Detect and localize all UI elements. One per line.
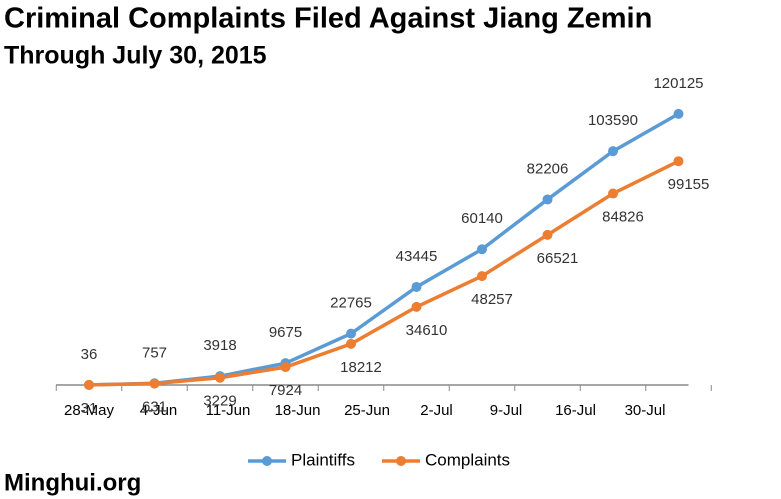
marker — [215, 372, 225, 383]
data-label: 3918 — [203, 337, 236, 354]
marker — [411, 301, 422, 312]
marker — [542, 229, 553, 240]
data-label: 84826 — [602, 209, 644, 226]
marker — [149, 378, 160, 389]
series-line — [88, 112, 680, 387]
data-label: 36 — [81, 346, 98, 363]
legend-label: Complaints — [425, 450, 510, 469]
data-label: 631 — [142, 399, 167, 416]
legend-marker — [262, 456, 272, 466]
x-tick-label: 18-Jun — [275, 402, 321, 419]
marker — [477, 271, 487, 282]
marker — [346, 338, 356, 349]
chart-title: Criminal Complaints Filed Against Jiang … — [4, 3, 652, 35]
data-label: 18212 — [340, 359, 382, 376]
marker — [673, 108, 684, 119]
marker — [346, 328, 356, 339]
source: Minghui.org — [4, 469, 141, 496]
data-label: 31 — [81, 400, 98, 417]
data-label: 99155 — [668, 176, 710, 193]
data-label: 103590 — [588, 112, 638, 129]
data-label: 757 — [142, 344, 167, 361]
marker — [608, 146, 618, 157]
x-tick-label: 25-Jun — [344, 402, 390, 419]
data-label: 9675 — [269, 324, 302, 341]
x-tick-label: 2-Jul — [420, 402, 453, 419]
data-label: 48257 — [471, 291, 513, 308]
data-label: 7924 — [269, 382, 302, 399]
data-label: 22765 — [330, 295, 372, 312]
x-tick-label: 28-May — [64, 402, 115, 419]
x-tick-label: 30-Jul — [625, 402, 666, 419]
chart-subtitle: Through July 30, 2015 — [4, 42, 267, 70]
marker — [608, 188, 618, 199]
marker — [542, 194, 553, 205]
marker — [477, 244, 487, 255]
x-tick-label: 9-Jul — [490, 402, 523, 419]
data-label: 60140 — [461, 210, 503, 227]
x-tick-label: 16-Jul — [555, 402, 596, 419]
x-tick-label: 11-Jun — [206, 402, 251, 419]
legend-label: Plaintiffs — [291, 450, 355, 469]
data-label: 82206 — [527, 160, 569, 177]
data-label: 34610 — [406, 322, 448, 339]
data-label: 3229 — [203, 393, 236, 410]
marker — [280, 362, 291, 373]
marker — [411, 281, 422, 292]
marker — [84, 379, 94, 390]
data-label: 66521 — [537, 250, 579, 267]
legend-marker — [396, 456, 406, 466]
series-line — [88, 159, 680, 387]
x-tick-label: 4-Jun — [140, 402, 178, 419]
data-label: 43445 — [396, 248, 438, 265]
data-label: 120125 — [653, 75, 703, 92]
marker — [673, 156, 684, 167]
